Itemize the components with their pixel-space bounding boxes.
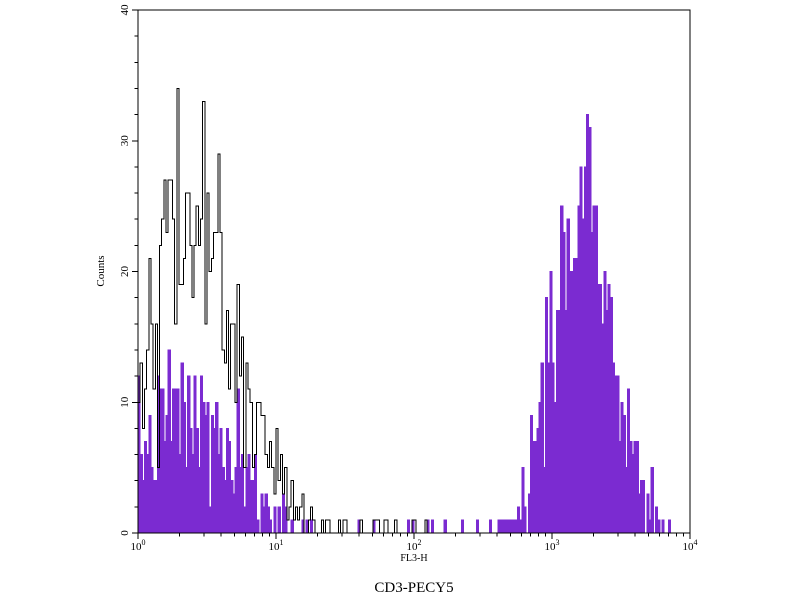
x-axis-label: FL3-H <box>400 553 427 564</box>
y-tick-label: 30 <box>119 135 131 147</box>
y-tick-label: 40 <box>119 4 131 16</box>
y-tick-label: 0 <box>119 530 131 536</box>
x-tick-label: 102 <box>407 538 422 553</box>
x-tick-label: 101 <box>269 538 284 553</box>
axis-ticks <box>132 9 691 539</box>
y-tick-label: 10 <box>119 396 131 408</box>
series-cd3-pecy5-filled <box>137 114 690 534</box>
y-axis-label: Counts <box>95 255 107 286</box>
x-tick-label: 104 <box>683 538 698 553</box>
x-tick-label: 100 <box>131 538 146 553</box>
series-layer <box>137 87 690 534</box>
y-tick-label: 20 <box>119 266 131 278</box>
axis-tick-labels: 100 101 102 103 104 0 10 20 30 40 <box>119 4 698 553</box>
chart-title: CD3-PECY5 <box>374 580 453 596</box>
x-tick-label: 103 <box>545 538 560 553</box>
